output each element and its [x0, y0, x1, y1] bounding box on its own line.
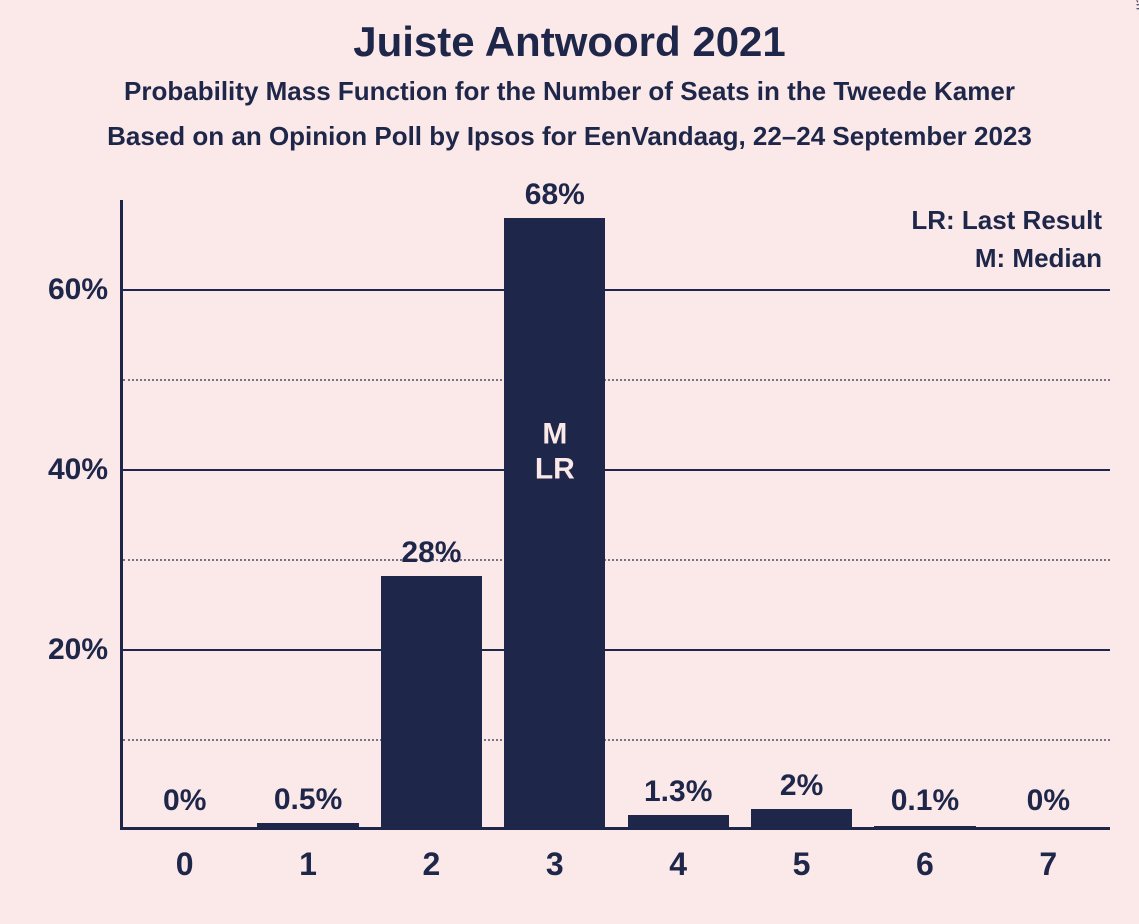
gridline-minor — [123, 559, 1110, 561]
bar — [751, 809, 852, 827]
legend: LR: Last Result M: Median — [911, 202, 1102, 277]
bar — [257, 823, 358, 827]
bar-value-label: 0% — [163, 784, 206, 818]
y-tick-label: 20% — [48, 633, 108, 667]
x-tick-label: 2 — [423, 846, 441, 883]
legend-lr: LR: Last Result — [911, 202, 1102, 240]
x-tick-label: 0 — [176, 846, 194, 883]
copyright-text: © 2023 Filip van Laenen — [1133, 0, 1139, 10]
plot-area: LR: Last Result M: Median 0%0.5%28%MLR68… — [120, 200, 1110, 830]
x-tick-label: 1 — [299, 846, 317, 883]
gridline-major — [123, 469, 1110, 471]
bar-value-label: 28% — [401, 536, 461, 570]
chart-subtitle-1: Probability Mass Function for the Number… — [0, 66, 1139, 107]
bar — [874, 826, 975, 827]
chart-subtitle-2: Based on an Opinion Poll by Ipsos for Ee… — [0, 107, 1139, 152]
y-tick-label: 60% — [48, 273, 108, 307]
bar-value-label: 2% — [780, 769, 823, 803]
bar-value-label: 68% — [525, 178, 585, 212]
gridline-minor — [123, 739, 1110, 741]
x-tick-label: 4 — [669, 846, 687, 883]
x-tick-label: 3 — [546, 846, 564, 883]
bar-marker-label: MLR — [535, 418, 575, 487]
x-axis — [120, 827, 1110, 830]
bar — [381, 576, 482, 827]
chart-title: Juiste Antwoord 2021 — [0, 0, 1139, 66]
gridline-major — [123, 289, 1110, 291]
x-tick-label: 6 — [916, 846, 934, 883]
x-tick-label: 5 — [793, 846, 811, 883]
gridline-minor — [123, 379, 1110, 381]
bar — [504, 218, 605, 827]
x-tick-label: 7 — [1039, 846, 1057, 883]
gridline-major — [123, 649, 1110, 651]
y-tick-label: 40% — [48, 453, 108, 487]
bar — [628, 815, 729, 827]
bar-value-label: 0% — [1027, 784, 1070, 818]
legend-m: M: Median — [911, 240, 1102, 278]
bar-value-label: 0.1% — [891, 784, 959, 818]
bar-value-label: 1.3% — [644, 775, 712, 809]
y-axis — [120, 200, 123, 830]
bar-value-label: 0.5% — [274, 783, 342, 817]
